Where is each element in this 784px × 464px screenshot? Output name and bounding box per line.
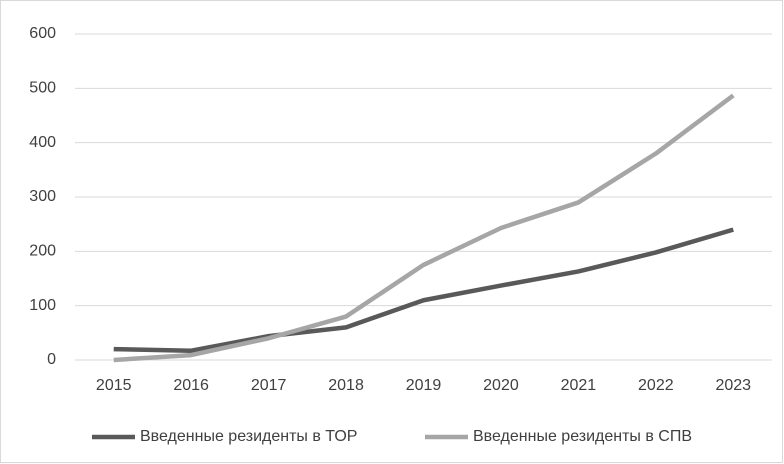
x-tick-label: 2017: [251, 377, 287, 394]
y-tick-label: 600: [29, 25, 56, 42]
x-tick-label: 2021: [561, 377, 597, 394]
y-tick-label: 100: [29, 297, 56, 314]
y-tick-label: 300: [29, 188, 56, 205]
x-tick-label: 2018: [328, 377, 364, 394]
x-tick-label: 2016: [173, 377, 209, 394]
series-line: [113, 93, 735, 363]
x-tick-label: 2020: [483, 377, 519, 394]
y-tick-label: 400: [29, 134, 56, 151]
y-tick-label: 0: [47, 351, 56, 368]
x-tick-label: 2022: [638, 377, 674, 394]
x-tick-label: 2015: [96, 377, 132, 394]
x-tick-label: 2023: [715, 377, 751, 394]
legend-label: Введенные резиденты в СПВ: [473, 428, 692, 445]
legend-label: Введенные резиденты в ТОР: [140, 428, 357, 445]
y-tick-label: 500: [29, 80, 56, 97]
series-line: [113, 227, 734, 354]
x-tick-label: 2019: [406, 377, 442, 394]
y-tick-label: 200: [29, 243, 56, 260]
